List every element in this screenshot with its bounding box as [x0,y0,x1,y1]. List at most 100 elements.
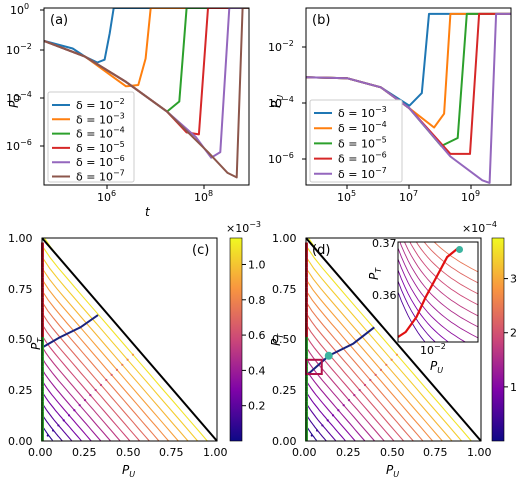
legend-label-1: δ = 10−2 [76,97,125,112]
legend-label-2: δ = 10−4 [338,120,387,135]
trajectory-16 [306,256,463,441]
trajectory-12 [42,301,160,441]
trajectory-arrow-3 [321,424,324,427]
legend-label-4: δ = 10−5 [76,140,125,155]
panel-c-ytick-4: 0.25 [8,384,33,397]
inset-trajectory-5 [398,247,478,339]
panel-c-ytick-1: 1.00 [8,232,33,245]
panel-b-xtick-2: 107 [399,189,418,204]
trajectory-14 [42,278,179,441]
panel-c-colorbar: ×10−3 0.2 0.4 0.6 0.8 1.0 [226,220,266,442]
panel-b-xtick-3: 109 [461,189,480,204]
inset-trajectory-6 [399,242,478,328]
trajectory-arrow-10 [94,388,97,392]
legend-label-6: δ = 10−7 [76,169,125,184]
panel-b-legend: δ = 10−3δ = 10−4δ = 10−5δ = 10−6δ = 10−7 [309,99,403,183]
trajectory-arrow-9 [89,394,92,397]
inset-trajectory-11 [433,242,478,273]
colorbar-label-4: 0.8 [248,294,266,307]
panel-c-xtick-2: 0.25 [72,446,97,459]
trajectory-arrow-16 [390,358,393,361]
trajectory-12 [306,301,424,441]
panel-b-yticks: 10−2 10−4 10−6 [268,39,306,166]
panel-c-ytick-3: 0.50 [8,333,33,346]
panel-d-ytick-3: 0.50 [272,333,297,346]
legend-label-4: δ = 10−6 [338,151,387,166]
trajectory-arrow-4 [326,419,329,422]
trajectory-13 [306,290,434,441]
trajectory-arrow-13 [374,373,377,377]
trajectory-arrow-15 [121,363,124,366]
trajectory-arrow-6 [73,409,76,412]
panel-b-xticks: 105 107 109 [337,185,480,204]
inset-ylabel: PT [367,267,383,280]
legend-label-3: δ = 10−5 [338,135,387,150]
legend-label-5: δ = 10−6 [76,154,125,169]
series-1-line [306,12,511,107]
panel-d-ytick-2: 0.75 [272,283,297,296]
panel-d-ytick-5: 0.00 [272,435,297,448]
panel-b-tag: (b) [312,13,330,28]
panel-d-xticks: 0.00 0.25 0.50 0.75 1.00 [292,446,492,459]
trajectory-arrow-13 [110,373,113,377]
panel-c-tag: (c) [192,243,209,258]
colorbar-label-2: 0.4 [248,364,266,377]
trajectory-arrow-6 [337,409,340,412]
panel-d-xtick-1: 0.00 [292,446,317,459]
panel-a-tag: (a) [50,13,68,28]
inset-trajectory-8 [409,242,478,306]
trajectory-6 [306,368,366,441]
trajectory-15 [42,267,189,441]
trajectory-arrow-3 [57,424,60,427]
panel-c: (c) 1.00 0.75 0.50 0.25 0.00 0.00 0.25 0… [8,220,266,479]
panel-a-xticks: 106 108 [97,185,213,204]
trajectory-13 [42,290,170,441]
panel-d-ytick-1: 1.00 [272,232,297,245]
trajectory-arrow-7 [342,404,345,407]
trajectory-11 [306,312,414,441]
trajectory-arrow-5 [67,414,71,417]
panel-d-xtick-2: 0.25 [336,446,361,459]
series-1-line [44,8,249,64]
trajectory-17 [42,245,208,441]
trajectory-arrow-7 [78,404,81,407]
panel-c-yticks: 1.00 0.75 0.50 0.25 0.00 [8,232,33,448]
panel-c-xtick-3: 0.50 [116,446,141,459]
inset-marker [456,246,464,253]
panel-d: (d) 0.37 0.36 10−2 PU PT 1.00 0.75 0.50 … [269,220,517,479]
trajectory-arrow-15 [385,363,388,366]
trajectory-arrow-11 [99,383,103,387]
trajectory-8 [42,346,121,441]
series-5-line [306,12,511,184]
panel-c-diagonal [41,237,218,442]
inset-trajectory-3 [398,269,450,342]
inset-ytick-1: 0.37 [372,237,397,250]
inset-trajectory-10 [423,242,478,284]
panel-b-curves [306,12,511,184]
trajectory-10 [306,323,405,441]
trajectory-16 [42,256,199,441]
panel-a-ytick-1: 100 [10,2,29,17]
panel-c-ytick-5: 0.00 [8,435,33,448]
inset-ytick-2: 0.36 [372,289,397,302]
panel-c-xticks: 0.00 0.25 0.50 0.75 1.00 [28,446,228,459]
panel-d-marker [324,351,333,360]
series-6-line [44,8,249,179]
trajectory-arrow-14 [115,368,119,371]
trajectory-5 [306,380,356,441]
trajectory-14 [306,278,443,441]
panel-c-xlabel: PU [122,463,135,479]
panel-a-legend: δ = 10−2δ = 10−3δ = 10−4δ = 10−5δ = 10−6… [47,91,135,184]
trajectory-arrow-4 [62,419,65,422]
panel-a-frame [43,7,250,186]
trajectory-arrow-14 [379,368,383,371]
panel-b-xtick-1: 105 [337,189,356,204]
legend-label-3: δ = 10−4 [76,126,125,141]
trajectory-9 [306,335,395,441]
trajectory-4 [306,391,346,441]
panel-b-ytick-1: 10−2 [268,39,294,54]
panel-a-yticks: 100 10−2 10−4 10−6 [6,2,44,153]
trajectory-arrow-8 [83,399,87,402]
inset-trajectory-9 [415,242,478,295]
panel-d-diagonal [305,237,482,442]
